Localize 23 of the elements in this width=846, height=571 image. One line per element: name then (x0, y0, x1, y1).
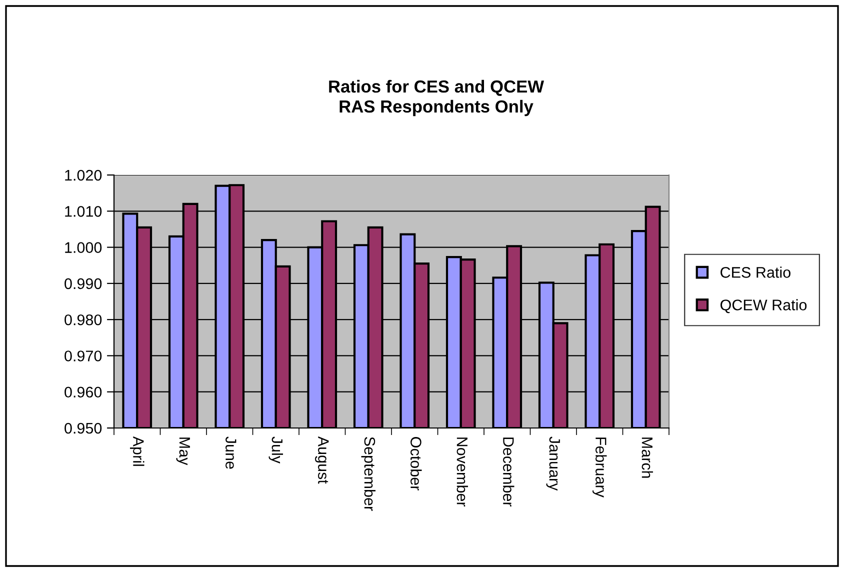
x-tick-label: March (642, 438, 653, 478)
x-tick-label: July (268, 436, 283, 464)
y-tick-label: 1.010 (65, 206, 102, 217)
x-tick-label: June (226, 436, 236, 469)
x-tick-label: January (546, 436, 560, 491)
chart-title: Ratios for CES and QCEW RAS Respondents Only (329, 80, 544, 116)
legend-label: QCEW Ratio (720, 299, 807, 314)
y-tick-label: 1.000 (65, 242, 102, 253)
x-tick-label: October (410, 437, 422, 490)
y-tick-label: 0.950 (64, 422, 102, 434)
y-tick-label: 1.020 (65, 170, 102, 181)
y-tick-label: 0.960 (64, 386, 102, 398)
x-tick-label: September (361, 437, 376, 511)
legend-label: CES Ratio (720, 266, 790, 278)
x-tick-label: May (176, 438, 190, 466)
x-tick-label: December (503, 438, 514, 507)
x-tick-label: November (456, 438, 468, 507)
y-tick-label: 0.980 (64, 314, 102, 326)
x-tick-label: February (592, 438, 607, 498)
x-tick-label: April (130, 436, 144, 466)
y-tick-label: 0.970 (64, 350, 102, 362)
x-tick-label: August (315, 436, 329, 484)
y-tick-label: 0.990 (64, 278, 102, 290)
